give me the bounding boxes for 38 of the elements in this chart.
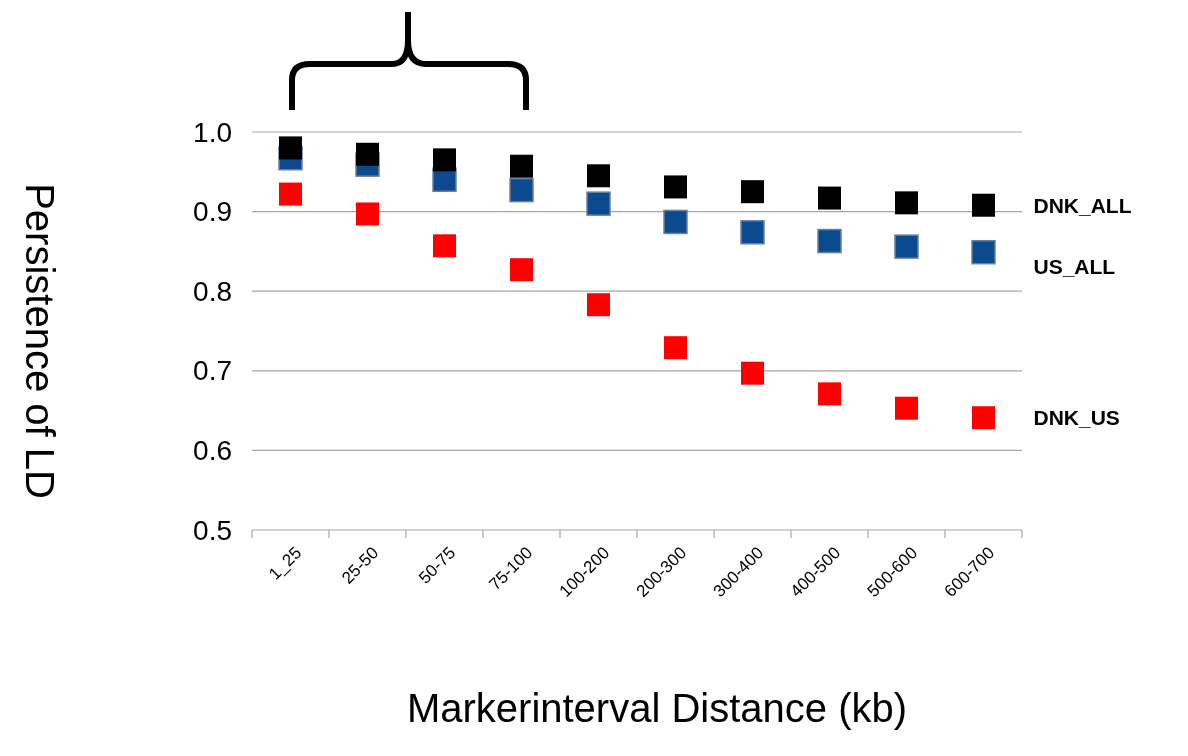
point (818, 382, 841, 406)
point (818, 186, 841, 210)
point (664, 175, 687, 199)
point (741, 180, 764, 204)
point (510, 154, 533, 178)
y-tick-label: 0.7 (193, 355, 232, 387)
point (894, 234, 919, 259)
point (895, 191, 918, 215)
point (740, 220, 765, 245)
point (587, 164, 610, 188)
point (664, 336, 687, 360)
point (356, 142, 379, 166)
point (972, 193, 995, 217)
series-label: US_ALL (1033, 254, 1116, 278)
y-tick-label: 0.8 (193, 275, 232, 307)
point (741, 361, 764, 385)
y-tick-label: 0.5 (193, 514, 232, 546)
x-axis-title: Markerinterval Distance (kb) (406, 686, 908, 730)
point (817, 228, 842, 254)
point (279, 182, 302, 206)
point (279, 136, 302, 160)
point (509, 177, 534, 203)
point (587, 293, 610, 317)
series-label: DNK_US (1033, 406, 1120, 430)
point (972, 406, 995, 430)
point (971, 239, 996, 265)
point (433, 234, 456, 258)
point (356, 202, 379, 226)
y-axis-title: Persistence of LD (18, 183, 62, 499)
point (510, 258, 533, 282)
point (895, 396, 918, 420)
y-tick-label: 0.6 (193, 434, 232, 466)
series-label: DNK_ALL (1033, 193, 1132, 217)
point (433, 148, 456, 172)
point (586, 191, 611, 216)
y-tick-label: 0.9 (193, 196, 232, 228)
point (663, 209, 688, 235)
y-tick-label: 1.0 (193, 116, 232, 148)
